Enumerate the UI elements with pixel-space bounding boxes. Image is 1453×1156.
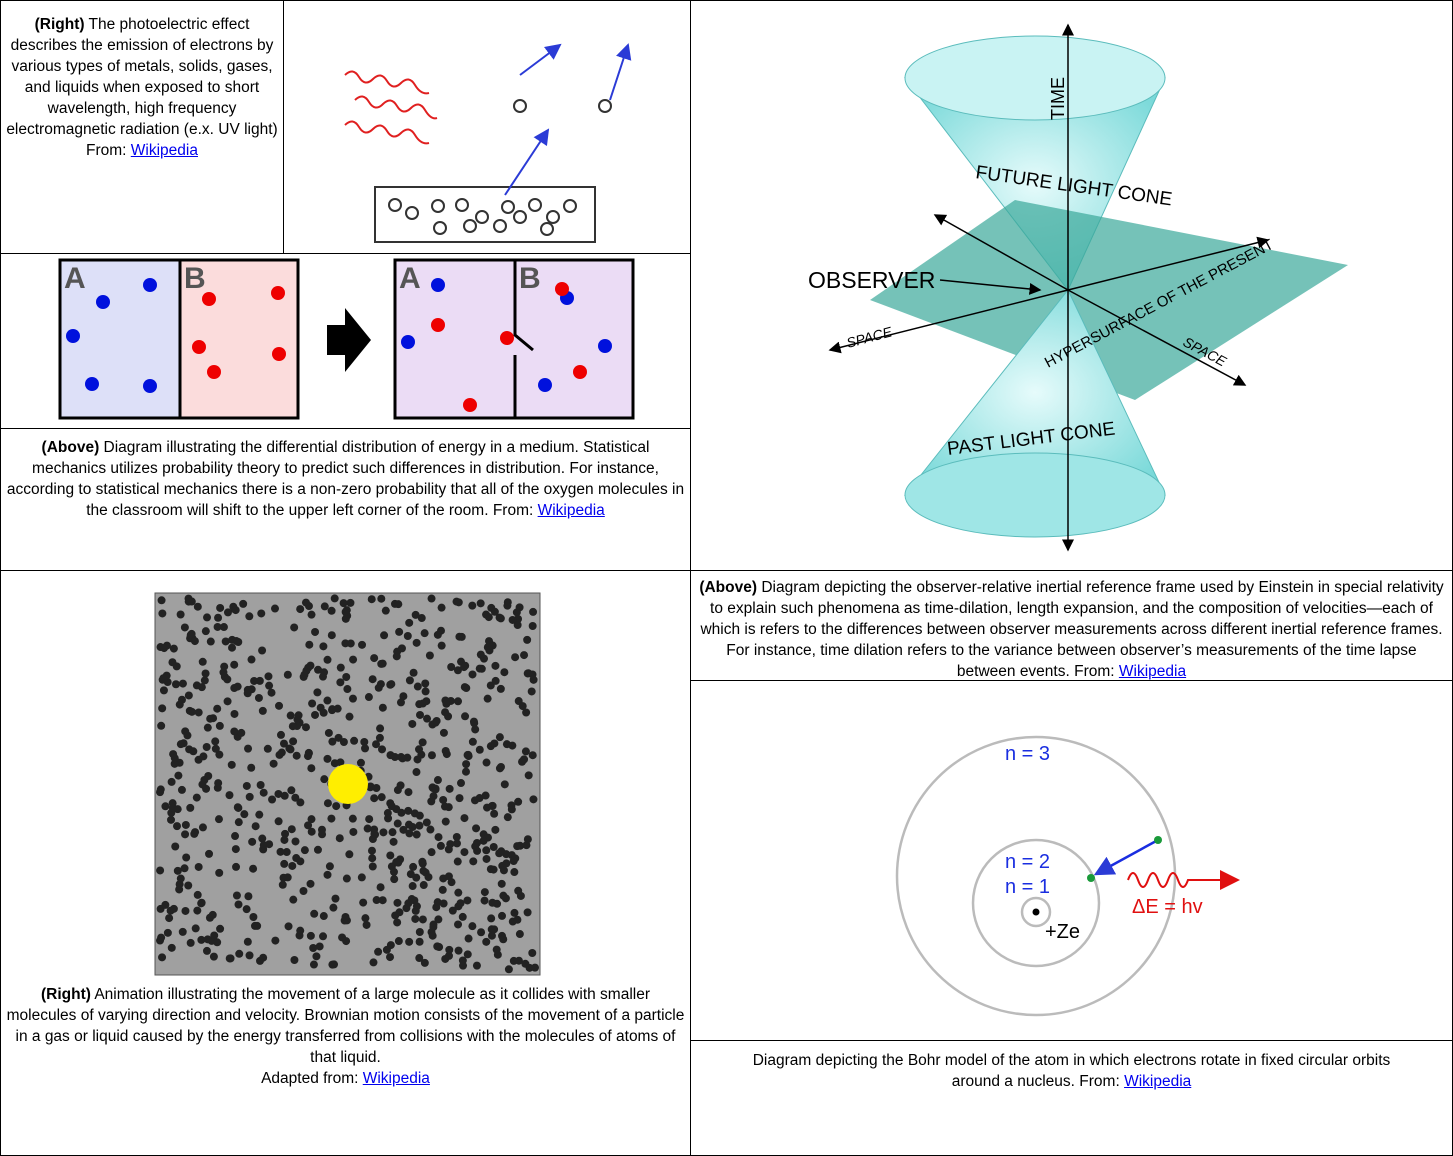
source-link[interactable]: Wikipedia [363, 1070, 430, 1087]
caption-body: Diagram depicting the observer-relative … [700, 579, 1443, 680]
source-link[interactable]: Wikipedia [1119, 663, 1186, 680]
caption-body: Animation illustrating the movement of a… [7, 986, 685, 1066]
source-label: From: [1079, 1073, 1119, 1090]
caption: (Above) Diagram depicting the observer-r… [690, 573, 1453, 686]
cell [690, 0, 1453, 571]
caption-source: From: Wikipedia [6, 140, 278, 161]
caption: (Right) Animation illustrating the movem… [0, 980, 691, 1093]
caption-lead: (Right) [41, 986, 91, 1003]
cell [690, 680, 1453, 1041]
source-link[interactable]: Wikipedia [131, 142, 198, 159]
source-link[interactable]: Wikipedia [1124, 1073, 1191, 1090]
source-label: From: [1074, 663, 1114, 680]
source-label: From: [86, 142, 126, 159]
source-label: From: [493, 502, 533, 519]
caption: Diagram depicting the Bohr model of the … [690, 1046, 1453, 1096]
caption-lead: (Right) [35, 16, 85, 33]
caption: (Right) The photoelectric effect describ… [0, 10, 284, 165]
caption-source: Adapted from: Wikipedia [6, 1068, 685, 1089]
caption-body: The photoelectric effect describes the e… [6, 16, 277, 138]
cell [0, 253, 691, 429]
caption-lead: (Above) [42, 439, 100, 456]
caption: (Above) Diagram illustrating the differe… [0, 433, 691, 525]
caption-body: Diagram depicting the Bohr model of the … [753, 1052, 1391, 1090]
caption-lead: (Above) [699, 579, 757, 596]
source-label: Adapted from: [261, 1070, 358, 1087]
page: (Right) The photoelectric effect describ… [0, 0, 1453, 1156]
source-link[interactable]: Wikipedia [538, 502, 605, 519]
